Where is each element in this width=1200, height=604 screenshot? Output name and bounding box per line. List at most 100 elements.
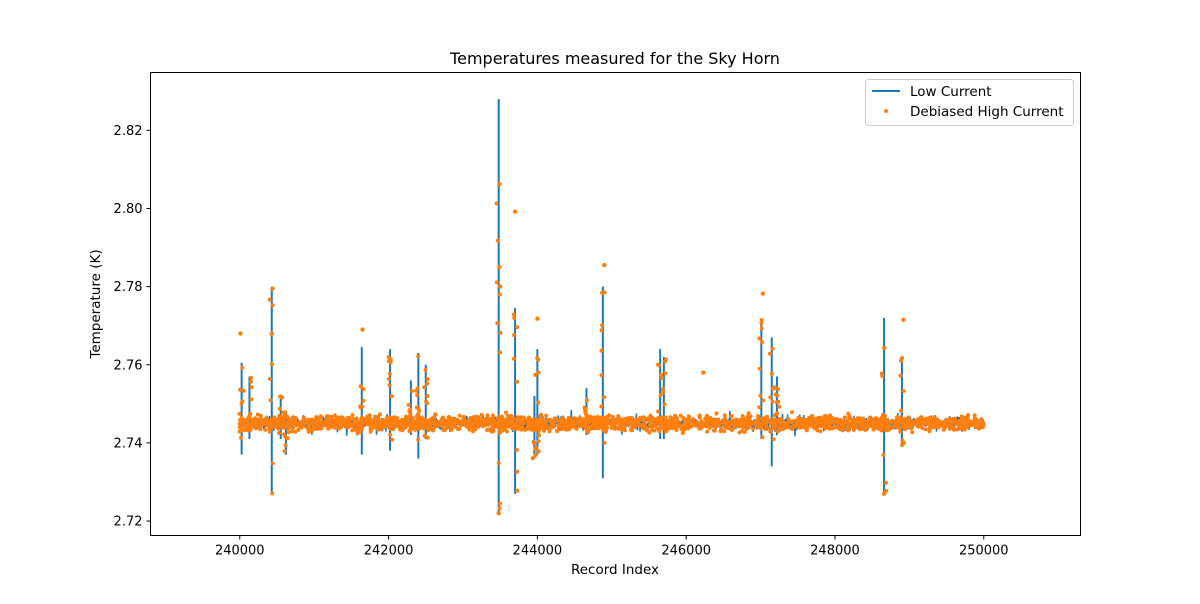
- high-current-point: [757, 366, 762, 371]
- high-current-point: [817, 415, 821, 420]
- high-current-point: [705, 413, 710, 418]
- x-tick-label: 248000: [810, 544, 860, 559]
- high-current-point: [353, 421, 358, 426]
- high-current-point: [687, 415, 692, 420]
- high-current-point: [388, 357, 393, 362]
- high-current-point: [773, 392, 778, 397]
- high-current-point: [502, 427, 507, 432]
- high-current-point: [973, 416, 978, 421]
- high-current-point: [311, 418, 316, 423]
- high-current-point: [873, 416, 878, 421]
- high-current-point: [361, 418, 365, 422]
- high-current-point: [962, 427, 967, 432]
- high-current-point: [249, 385, 254, 390]
- high-current-point: [821, 418, 826, 423]
- high-current-point: [452, 424, 457, 428]
- high-current-point: [900, 443, 905, 447]
- high-current-point: [863, 419, 868, 424]
- high-current-point: [245, 423, 250, 428]
- high-current-point: [294, 416, 298, 421]
- high-current-point: [292, 421, 297, 426]
- high-current-point: [270, 461, 275, 466]
- high-current-point: [240, 365, 245, 370]
- high-current-point: [602, 290, 607, 295]
- high-current-point: [661, 387, 666, 392]
- high-current-point: [410, 389, 414, 393]
- high-current-point: [237, 411, 242, 416]
- high-current-point: [504, 410, 508, 415]
- high-current-point: [515, 469, 520, 474]
- high-current-point: [828, 415, 833, 419]
- high-current-point: [514, 448, 519, 452]
- high-current-point: [594, 416, 599, 421]
- high-current-point: [678, 413, 683, 418]
- high-current-point: [302, 415, 306, 420]
- high-current-point: [974, 425, 979, 429]
- high-current-outlier: [701, 370, 706, 375]
- high-current-point: [871, 425, 876, 430]
- high-current-point: [495, 423, 500, 428]
- high-current-point: [479, 413, 484, 417]
- high-current-point: [767, 426, 772, 431]
- high-current-point: [882, 346, 886, 350]
- high-current-point: [345, 416, 350, 420]
- high-current-point: [851, 427, 856, 432]
- high-current-point: [387, 416, 392, 421]
- high-current-point: [901, 420, 906, 425]
- high-current-point: [361, 398, 366, 403]
- high-current-point: [602, 395, 607, 400]
- high-current-point: [552, 416, 557, 421]
- high-current-point: [770, 399, 775, 404]
- high-current-point: [248, 425, 253, 430]
- high-current-point: [660, 375, 664, 380]
- high-current-point: [505, 413, 510, 418]
- high-current-point: [730, 418, 735, 423]
- high-current-point: [921, 417, 926, 422]
- y-tick-label: 2.74: [114, 436, 143, 451]
- high-current-point: [648, 413, 653, 418]
- high-current-point: [798, 425, 803, 430]
- high-current-point: [316, 423, 321, 428]
- high-current-point: [691, 418, 695, 423]
- high-current-point: [515, 415, 520, 420]
- high-current-point: [485, 428, 489, 432]
- high-current-point: [668, 423, 673, 428]
- high-current-point: [271, 421, 276, 426]
- high-current-point: [489, 429, 494, 434]
- high-current-point: [354, 416, 359, 421]
- high-current-point: [705, 429, 710, 434]
- high-current-point: [677, 423, 682, 428]
- high-current-point: [780, 427, 785, 432]
- high-current-point: [790, 410, 795, 415]
- high-current-point: [768, 395, 773, 400]
- high-current-point: [284, 414, 289, 419]
- high-current-point: [356, 424, 361, 429]
- high-current-point: [761, 398, 766, 403]
- high-current-point: [425, 394, 430, 398]
- high-current-point: [949, 419, 954, 424]
- high-current-point: [875, 419, 880, 424]
- high-current-point: [525, 419, 530, 424]
- high-current-point: [744, 427, 749, 431]
- high-current-point: [249, 379, 254, 384]
- high-current-point: [283, 410, 288, 415]
- high-current-point: [775, 429, 780, 434]
- high-current-point: [850, 419, 855, 424]
- high-current-point: [498, 330, 503, 335]
- high-current-outlier: [496, 511, 501, 516]
- high-current-point: [427, 427, 431, 432]
- high-current-point: [662, 415, 667, 420]
- high-current-point: [880, 423, 885, 427]
- high-current-point: [933, 416, 938, 421]
- y-tick-label: 2.80: [114, 202, 143, 217]
- high-current-point: [967, 423, 972, 428]
- high-current-point: [350, 423, 355, 428]
- high-current-point: [586, 414, 591, 419]
- high-current-point: [765, 418, 770, 423]
- high-current-point: [599, 348, 604, 353]
- high-current-point: [373, 422, 377, 426]
- high-current-point: [431, 428, 436, 433]
- high-current-point: [757, 336, 762, 341]
- high-current-point: [509, 424, 514, 429]
- high-current-point: [389, 394, 394, 399]
